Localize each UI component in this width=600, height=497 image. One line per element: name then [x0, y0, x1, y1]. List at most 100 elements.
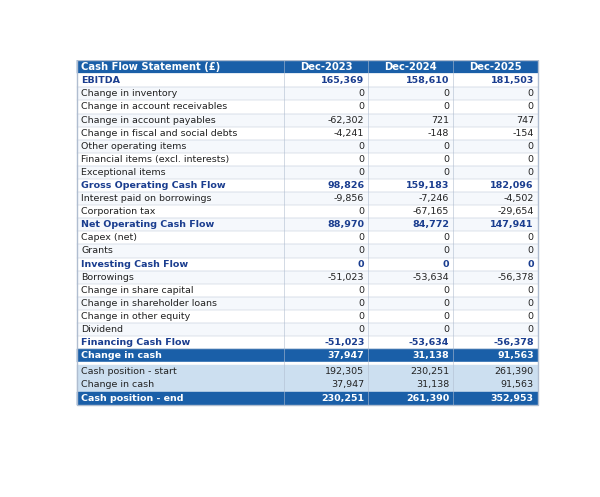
Text: 0: 0	[358, 207, 364, 216]
Bar	[368, 231, 453, 245]
Text: 261,390: 261,390	[406, 394, 449, 403]
Bar	[368, 257, 453, 271]
Bar	[284, 257, 368, 271]
Bar	[368, 310, 453, 323]
Text: EBITDA: EBITDA	[81, 77, 120, 85]
Bar	[77, 218, 284, 231]
Text: Change in fiscal and social debts: Change in fiscal and social debts	[81, 129, 238, 138]
Bar	[368, 205, 453, 218]
Text: 0: 0	[358, 299, 364, 308]
Text: 0: 0	[443, 299, 449, 308]
Text: Financial items (excl. interests): Financial items (excl. interests)	[81, 155, 229, 164]
Bar	[284, 87, 368, 100]
Text: 98,826: 98,826	[327, 181, 364, 190]
Bar	[368, 297, 453, 310]
Text: 0: 0	[443, 259, 449, 268]
Text: 84,772: 84,772	[412, 220, 449, 229]
Text: 91,563: 91,563	[500, 381, 534, 390]
Bar	[453, 349, 538, 362]
Text: Financing Cash Flow: Financing Cash Flow	[81, 338, 190, 347]
Text: -53,634: -53,634	[412, 273, 449, 282]
Bar	[453, 205, 538, 218]
Bar	[284, 336, 368, 349]
Text: 0: 0	[358, 325, 364, 334]
Text: -56,378: -56,378	[497, 273, 534, 282]
Text: 0: 0	[528, 299, 534, 308]
Text: 147,941: 147,941	[490, 220, 534, 229]
Text: 0: 0	[358, 89, 364, 98]
Bar	[77, 362, 284, 365]
Text: Cash position - start: Cash position - start	[81, 367, 177, 376]
Text: 0: 0	[528, 102, 534, 111]
Text: Borrowings: Borrowings	[81, 273, 134, 282]
Text: Dec-2024: Dec-2024	[384, 62, 437, 73]
Bar	[368, 127, 453, 140]
Bar	[284, 166, 368, 179]
Bar	[453, 166, 538, 179]
Text: 721: 721	[431, 116, 449, 125]
Bar	[453, 362, 538, 365]
Text: Corporation tax: Corporation tax	[81, 207, 155, 216]
Text: 0: 0	[528, 286, 534, 295]
Bar	[453, 310, 538, 323]
Bar	[77, 365, 284, 378]
Text: Grants: Grants	[81, 247, 113, 255]
Bar	[453, 284, 538, 297]
Text: 0: 0	[528, 155, 534, 164]
Text: 31,138: 31,138	[416, 381, 449, 390]
Text: -62,302: -62,302	[328, 116, 364, 125]
Bar	[284, 245, 368, 257]
Text: -7,246: -7,246	[419, 194, 449, 203]
Bar	[368, 362, 453, 365]
Bar	[368, 365, 453, 378]
Bar	[284, 271, 368, 284]
Text: Change in cash: Change in cash	[81, 351, 162, 360]
Bar	[453, 297, 538, 310]
Bar	[284, 113, 368, 127]
Bar	[453, 392, 538, 405]
Text: 0: 0	[358, 286, 364, 295]
Bar	[368, 323, 453, 336]
Text: 0: 0	[528, 325, 534, 334]
Bar	[368, 74, 453, 87]
Bar	[368, 100, 453, 113]
Text: 181,503: 181,503	[491, 77, 534, 85]
Text: 165,369: 165,369	[321, 77, 364, 85]
Bar	[453, 87, 538, 100]
Text: Change in cash: Change in cash	[81, 381, 154, 390]
Bar	[284, 297, 368, 310]
Bar	[77, 74, 284, 87]
Bar	[453, 140, 538, 153]
Text: -154: -154	[512, 129, 534, 138]
Text: 0: 0	[528, 247, 534, 255]
Text: 352,953: 352,953	[491, 394, 534, 403]
Text: 159,183: 159,183	[406, 181, 449, 190]
Text: 0: 0	[443, 312, 449, 321]
Text: Change in account receivables: Change in account receivables	[81, 102, 227, 111]
Bar	[368, 378, 453, 392]
Bar	[368, 192, 453, 205]
Text: 0: 0	[443, 102, 449, 111]
Text: Capex (net): Capex (net)	[81, 234, 137, 243]
Bar	[77, 153, 284, 166]
Bar	[453, 179, 538, 192]
Bar	[77, 378, 284, 392]
Bar	[77, 61, 284, 74]
Bar	[453, 192, 538, 205]
Bar	[284, 100, 368, 113]
Text: Dec-2025: Dec-2025	[469, 62, 521, 73]
Bar	[368, 284, 453, 297]
Bar	[284, 378, 368, 392]
Bar	[453, 271, 538, 284]
Text: Change in account payables: Change in account payables	[81, 116, 216, 125]
Bar	[284, 310, 368, 323]
Text: Change in inventory: Change in inventory	[81, 89, 178, 98]
Text: 230,251: 230,251	[321, 394, 364, 403]
Bar	[368, 218, 453, 231]
Text: -67,165: -67,165	[413, 207, 449, 216]
Bar	[77, 271, 284, 284]
Text: 158,610: 158,610	[406, 77, 449, 85]
Text: 0: 0	[358, 234, 364, 243]
Bar	[368, 166, 453, 179]
Text: -53,634: -53,634	[409, 338, 449, 347]
